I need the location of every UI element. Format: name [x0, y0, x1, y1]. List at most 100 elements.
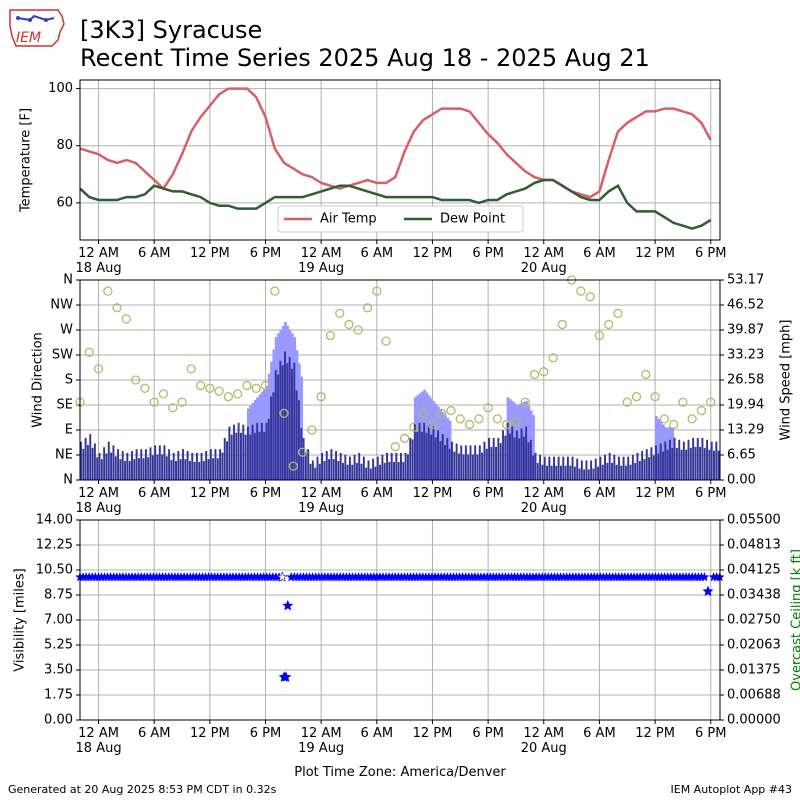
- wind-speed-bar: [100, 459, 103, 480]
- wind-speed-bar: [358, 452, 361, 480]
- wind-speed-bar: [212, 458, 215, 480]
- wind-speed-bar: [105, 453, 108, 480]
- y2-tick-label: 39.87: [727, 323, 764, 338]
- wind-speed-bar: [374, 466, 377, 480]
- x-tick-label: 12 PM: [635, 726, 675, 741]
- wind-speed-bar: [662, 451, 664, 480]
- wind-speed-bar: [214, 449, 217, 480]
- series-line-dew-point: [79, 178, 712, 230]
- y2-tick-label: 26.58: [727, 373, 764, 388]
- wind-speed-bar: [692, 437, 695, 480]
- visibility-point: [276, 571, 288, 582]
- wind-direction-point: [520, 397, 530, 407]
- wind-speed-bar: [149, 447, 152, 480]
- y-tick-label: SW: [52, 348, 73, 363]
- y-tick-label: N: [63, 273, 73, 288]
- wind-direction-point: [631, 392, 642, 402]
- wind-direction-point: [502, 419, 512, 430]
- y-tick-label: N: [63, 473, 73, 488]
- wind-speed-bar: [587, 469, 590, 480]
- wind-speed-bar: [555, 465, 558, 480]
- wind-direction-point: [483, 403, 493, 413]
- wind-direction-point: [557, 319, 567, 330]
- wind-speed-bar: [323, 461, 326, 480]
- generated-footer: Generated at 20 Aug 2025 8:53 PM CDT in …: [8, 783, 277, 796]
- wind-speed-bar: [409, 437, 412, 480]
- wind-speed-bar: [140, 449, 143, 480]
- y2-tick-label: 33.23: [727, 348, 764, 363]
- wind-speed-bar: [432, 426, 435, 480]
- wind-direction-point: [548, 353, 558, 363]
- wind-speed-bar: [288, 356, 291, 480]
- x-tick-label: 20 Aug: [521, 741, 567, 756]
- x-tick-label: 6 AM: [361, 726, 394, 741]
- wind-speed-bar: [355, 462, 358, 480]
- series-line-air-temp: [79, 87, 712, 199]
- wind-speed-bar: [131, 451, 133, 480]
- wind-speed-bar: [365, 467, 368, 480]
- wind-direction-point: [594, 330, 605, 341]
- wind-speed-bar: [462, 454, 465, 480]
- wind-speed-bar: [441, 434, 444, 480]
- wind-speed-bar: [406, 454, 409, 480]
- wind-direction-point: [511, 417, 521, 427]
- y-tick-label: NW: [50, 298, 73, 313]
- wind-speed-bar: [499, 443, 502, 480]
- wind-speed-bar: [302, 437, 305, 480]
- wind-direction-point: [659, 414, 669, 424]
- wind-speed-bar: [701, 437, 704, 480]
- wind-speed-bar: [532, 455, 535, 480]
- wind-speed-bar: [444, 445, 446, 480]
- wind-speed-bar: [372, 458, 375, 480]
- wind-speed-bar: [617, 456, 620, 480]
- wind-speed-bar: [267, 418, 270, 480]
- wind-speed-bar: [209, 449, 212, 480]
- wind-speed-bar: [367, 460, 370, 480]
- wind-speed-bar: [249, 434, 252, 480]
- wind-speed-bar: [508, 433, 511, 480]
- wind-direction-point: [641, 369, 651, 380]
- wind-speed-bar: [518, 438, 521, 480]
- plot-frame: [79, 519, 721, 721]
- y-tick-label: 3.50: [44, 663, 73, 678]
- wind-speed-bar: [525, 426, 528, 480]
- wind-speed-bar: [506, 422, 509, 480]
- x-tick-label: 12 AM: [523, 246, 564, 261]
- wind-speed-bar: [418, 422, 421, 480]
- wind-direction-point: [325, 330, 336, 341]
- wind-direction-point: [362, 303, 373, 313]
- wind-speed-bar: [546, 465, 549, 480]
- wind-speed-bar: [395, 452, 398, 480]
- chart-title-line2: Recent Time Series 2025 Aug 18 - 2025 Au…: [80, 44, 650, 72]
- wind-speed-bar: [423, 422, 426, 480]
- wind-speed-bar: [580, 460, 583, 480]
- wind-speed-bar: [522, 436, 525, 480]
- wind-direction-point: [706, 397, 716, 407]
- wind-speed-bar: [578, 468, 581, 480]
- wind-speed-bar: [393, 461, 395, 480]
- wind-speed-bar: [230, 434, 233, 480]
- wind-speed-bar: [291, 368, 293, 480]
- y-tick-label: NE: [55, 448, 73, 463]
- x-tick-label: 6 PM: [250, 726, 281, 741]
- wind-speed-bar: [659, 443, 662, 480]
- wind-speed-bar: [205, 451, 208, 480]
- wind-speed-bar: [471, 454, 474, 480]
- wind-speed-bar: [307, 449, 310, 480]
- wind-speed-bar: [191, 452, 194, 480]
- wind-speed-bar: [342, 462, 344, 480]
- x-tick-label: 6 PM: [472, 246, 503, 261]
- wind-speed-bar: [362, 456, 365, 480]
- wind-speed-bar: [330, 449, 333, 480]
- plot-timezone-label: Plot Time Zone: America/Denver: [294, 765, 506, 780]
- wind-direction-point: [168, 403, 178, 413]
- wind-speed-bar: [543, 456, 546, 480]
- wind-speed-bar: [629, 464, 632, 480]
- y-tick-label: 12.25: [36, 538, 73, 553]
- wind-speed-bar: [592, 468, 595, 480]
- plot-frame: [79, 279, 721, 481]
- wind-speed-bar: [687, 439, 690, 480]
- x-tick-label: 6 PM: [472, 486, 503, 501]
- wind-direction-point: [576, 286, 586, 296]
- x-tick-label: 6 AM: [138, 726, 171, 741]
